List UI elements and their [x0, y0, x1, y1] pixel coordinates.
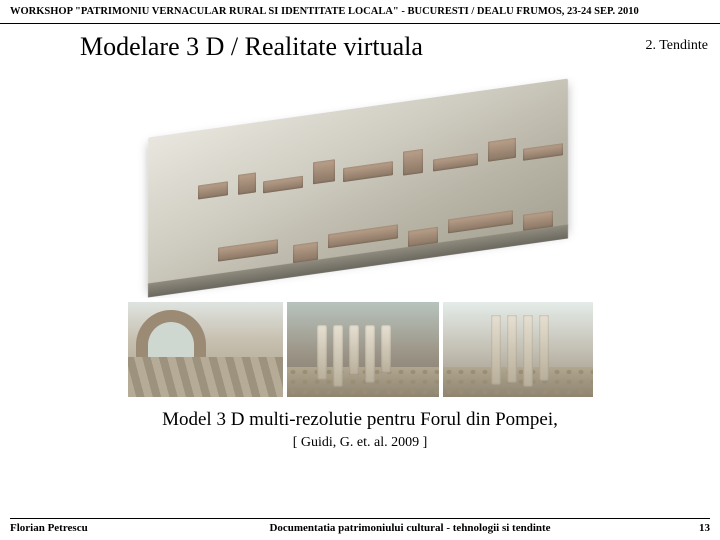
column-shape	[349, 325, 359, 375]
ruin-block	[433, 153, 478, 171]
ruin-block	[408, 227, 438, 247]
footer-page-number: 13	[670, 522, 710, 534]
columns-group	[491, 315, 549, 387]
ruin-block	[403, 149, 423, 176]
figure-citation: [ Guidi, G. et. al. 2009 ]	[0, 435, 720, 451]
footer-author: Florian Petrescu	[10, 522, 150, 534]
column-shape	[381, 325, 391, 373]
thumb-arch-road	[128, 302, 283, 397]
thumbnail-row	[128, 302, 593, 397]
workshop-header: WORKSHOP "PATRIMONIU VERNACULAR RURAL SI…	[0, 0, 720, 21]
column-shape	[317, 325, 327, 380]
columns-group	[317, 325, 391, 387]
ruin-block	[313, 159, 335, 184]
ruin-block	[523, 211, 553, 231]
road-shape	[128, 357, 283, 397]
thumb-standing-columns	[443, 302, 593, 397]
ruin-block	[343, 161, 393, 182]
figure-caption: Model 3 D multi-rezolutie pentru Forul d…	[0, 409, 720, 431]
title-row: Modelare 3 D / Realitate virtuala 2. Ten…	[0, 26, 720, 66]
figure	[128, 68, 593, 397]
footer-doc-title: Documentatia patrimoniului cultural - te…	[150, 522, 670, 534]
ruin-block	[293, 242, 318, 264]
ruin-block	[263, 176, 303, 194]
column-shape	[333, 325, 343, 387]
figure-area	[0, 66, 720, 399]
ruin-block	[328, 224, 398, 248]
rule-top	[0, 23, 720, 24]
rule-bottom	[10, 518, 710, 519]
page-title: Modelare 3 D / Realitate virtuala	[10, 32, 645, 62]
column-shape	[365, 325, 375, 383]
footer: Florian Petrescu Documentatia patrimoniu…	[0, 516, 720, 534]
ruin-block	[448, 210, 513, 233]
column-shape	[507, 315, 517, 383]
thumb-forum-columns	[287, 302, 439, 397]
column-shape	[539, 315, 549, 381]
ruin-block	[218, 239, 278, 261]
section-label: 2. Tendinte	[645, 32, 710, 54]
main-3d-model-image	[128, 68, 593, 298]
ruin-block	[488, 138, 516, 162]
ruins-layer	[148, 78, 568, 287]
ruin-block	[198, 181, 228, 199]
column-shape	[491, 315, 501, 385]
ruin-block	[238, 172, 256, 195]
column-shape	[523, 315, 533, 387]
ruin-block	[523, 143, 563, 161]
